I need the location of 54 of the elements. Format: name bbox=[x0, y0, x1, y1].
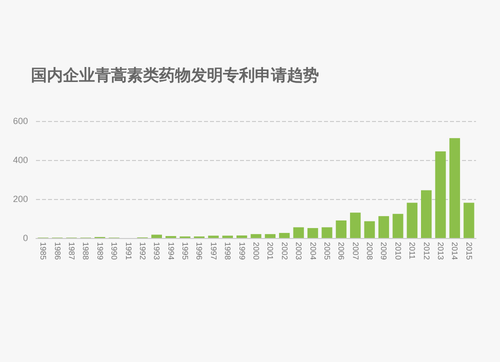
x-tick-label: 2007 bbox=[350, 242, 360, 260]
x-tick-label: 2003 bbox=[294, 242, 304, 260]
x-tick-label: 1998 bbox=[223, 242, 232, 260]
x-tick-label: 1999 bbox=[237, 242, 246, 260]
bar bbox=[279, 232, 290, 238]
x-tick-label: 2015 bbox=[464, 242, 474, 260]
bar bbox=[307, 228, 318, 238]
x-tick-label: 2014 bbox=[450, 242, 460, 260]
x-tick-label: 2013 bbox=[436, 242, 446, 260]
y-tick-label: 0 bbox=[22, 233, 28, 243]
x-tick-label: 2004 bbox=[308, 242, 318, 260]
x-tick-label: 2006 bbox=[336, 242, 346, 260]
y-tick-label: 600 bbox=[12, 116, 28, 126]
x-tick-label: 1988 bbox=[81, 242, 90, 260]
x-tick-label: 1987 bbox=[66, 242, 76, 260]
x-tick-label: 2010 bbox=[393, 242, 402, 260]
x-tick-label: 1995 bbox=[180, 242, 190, 260]
x-tick-label: 2001 bbox=[266, 242, 275, 260]
bar bbox=[293, 227, 304, 238]
x-tick-label: 2009 bbox=[379, 242, 388, 260]
bar bbox=[236, 235, 248, 238]
bar bbox=[364, 221, 375, 238]
bar bbox=[378, 216, 390, 238]
x-tick-label: 1990 bbox=[110, 242, 119, 260]
bar bbox=[449, 138, 460, 238]
bar bbox=[250, 234, 262, 238]
bar bbox=[350, 212, 361, 238]
x-tick-label: 1997 bbox=[208, 242, 218, 260]
x-tick-label: 2012 bbox=[422, 242, 431, 260]
x-tick-label: 1985 bbox=[38, 242, 48, 260]
y-tick-label: 400 bbox=[12, 155, 28, 165]
x-tick-label: 1993 bbox=[152, 242, 162, 260]
x-tick-label: 2008 bbox=[365, 242, 374, 260]
chart-title: 国内企业青蒿素类药物发明专利申请趋势 bbox=[31, 66, 319, 84]
x-tick-label: 1996 bbox=[194, 242, 204, 260]
x-tick-label: 2002 bbox=[280, 242, 289, 260]
x-tick-label: 1991 bbox=[124, 242, 133, 260]
x-tick-label: 2011 bbox=[408, 242, 417, 260]
y-tick-label: 200 bbox=[12, 194, 28, 204]
x-tick-label: 2005 bbox=[322, 242, 332, 260]
x-tick-label: 1994 bbox=[166, 242, 176, 260]
bar bbox=[336, 220, 346, 238]
bar bbox=[392, 214, 404, 238]
bar bbox=[435, 151, 446, 238]
bar bbox=[406, 202, 418, 238]
x-tick-label: 2000 bbox=[252, 242, 260, 260]
bar bbox=[264, 234, 276, 238]
x-tick-label: 1989 bbox=[95, 242, 104, 260]
bar bbox=[421, 190, 432, 238]
bar bbox=[464, 202, 474, 238]
bar bbox=[322, 227, 332, 238]
x-tick-label: 1986 bbox=[52, 242, 62, 260]
bar bbox=[151, 234, 162, 238]
x-tick-label: 1992 bbox=[138, 242, 147, 260]
